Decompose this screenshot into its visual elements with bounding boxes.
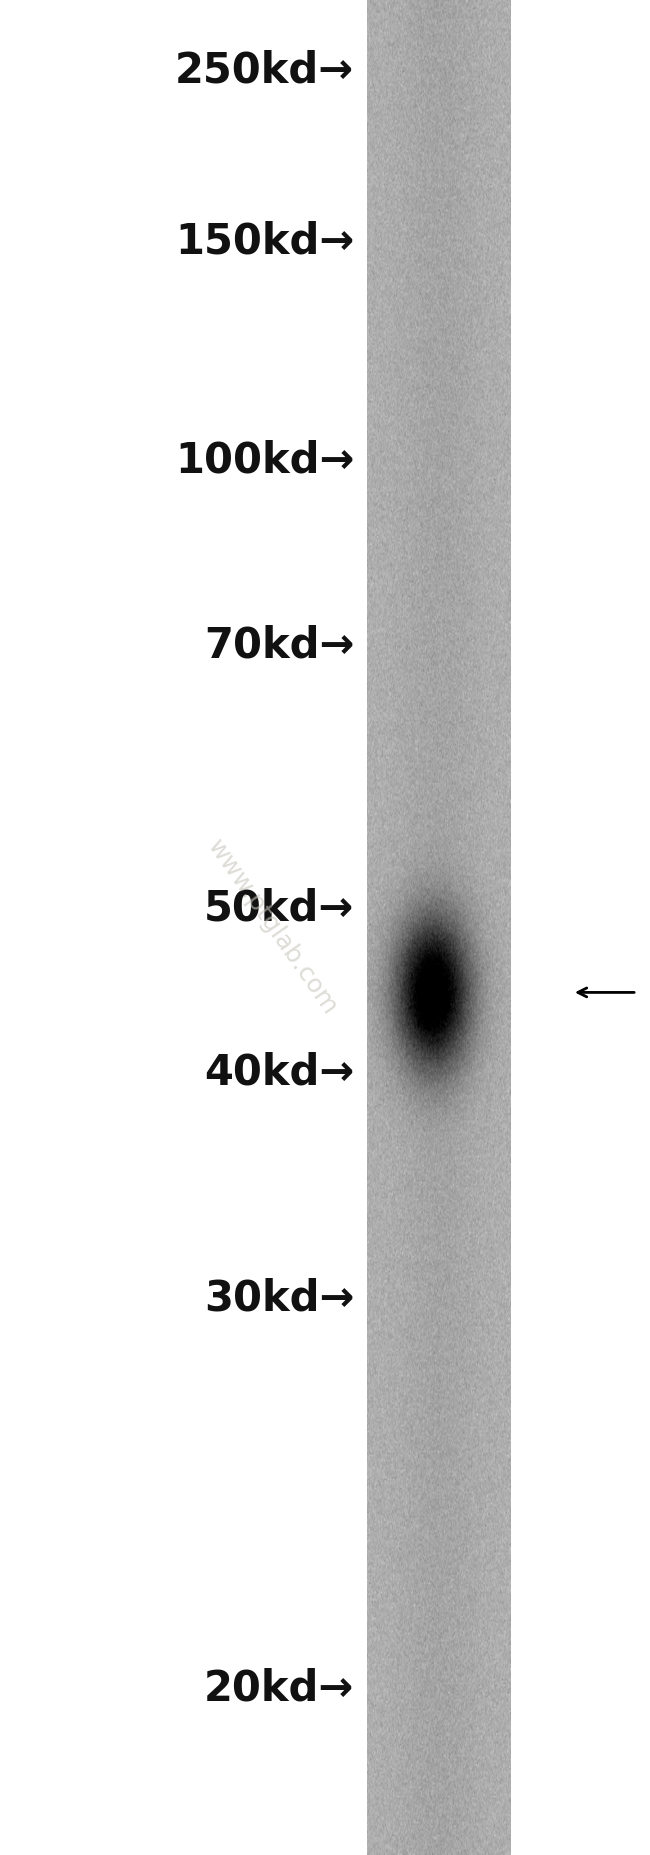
Text: 50kd→: 50kd→ — [204, 889, 354, 929]
Text: www.ptglab.com: www.ptglab.com — [203, 835, 343, 1020]
Text: 40kd→: 40kd→ — [204, 1052, 354, 1093]
Text: 30kd→: 30kd→ — [204, 1278, 354, 1319]
Text: 70kd→: 70kd→ — [204, 625, 354, 666]
Text: 250kd→: 250kd→ — [175, 50, 354, 91]
Text: 150kd→: 150kd→ — [175, 221, 354, 262]
Text: 100kd→: 100kd→ — [175, 440, 354, 480]
Text: 20kd→: 20kd→ — [204, 1668, 354, 1708]
